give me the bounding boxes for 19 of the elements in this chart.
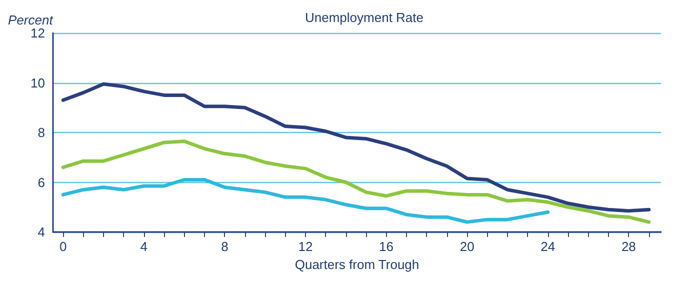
x-tick-label: 24 xyxy=(540,239,556,254)
y-tick-label: 12 xyxy=(30,26,45,40)
x-tick-label: 8 xyxy=(221,239,228,254)
line-series xyxy=(61,178,550,224)
chart-title: Unemployment Rate xyxy=(305,10,424,25)
line-series xyxy=(61,139,651,224)
x-tick-label: 20 xyxy=(460,239,474,254)
y-tick-label: 10 xyxy=(30,75,45,90)
y-tick-label: 6 xyxy=(38,174,45,190)
y-axis-title: Percent xyxy=(8,12,54,28)
x-tick-label: 28 xyxy=(621,239,636,254)
x-axis-title: Quarters from Trough xyxy=(294,256,420,272)
line-series xyxy=(61,82,651,213)
y-tick-label: 8 xyxy=(38,125,45,140)
x-tick-label: 16 xyxy=(379,239,394,254)
x-tick-label: 12 xyxy=(298,239,313,254)
y-tick-label: 4 xyxy=(38,224,45,240)
x-tick-label: 0 xyxy=(59,239,67,254)
x-tick-label: 4 xyxy=(140,239,148,254)
